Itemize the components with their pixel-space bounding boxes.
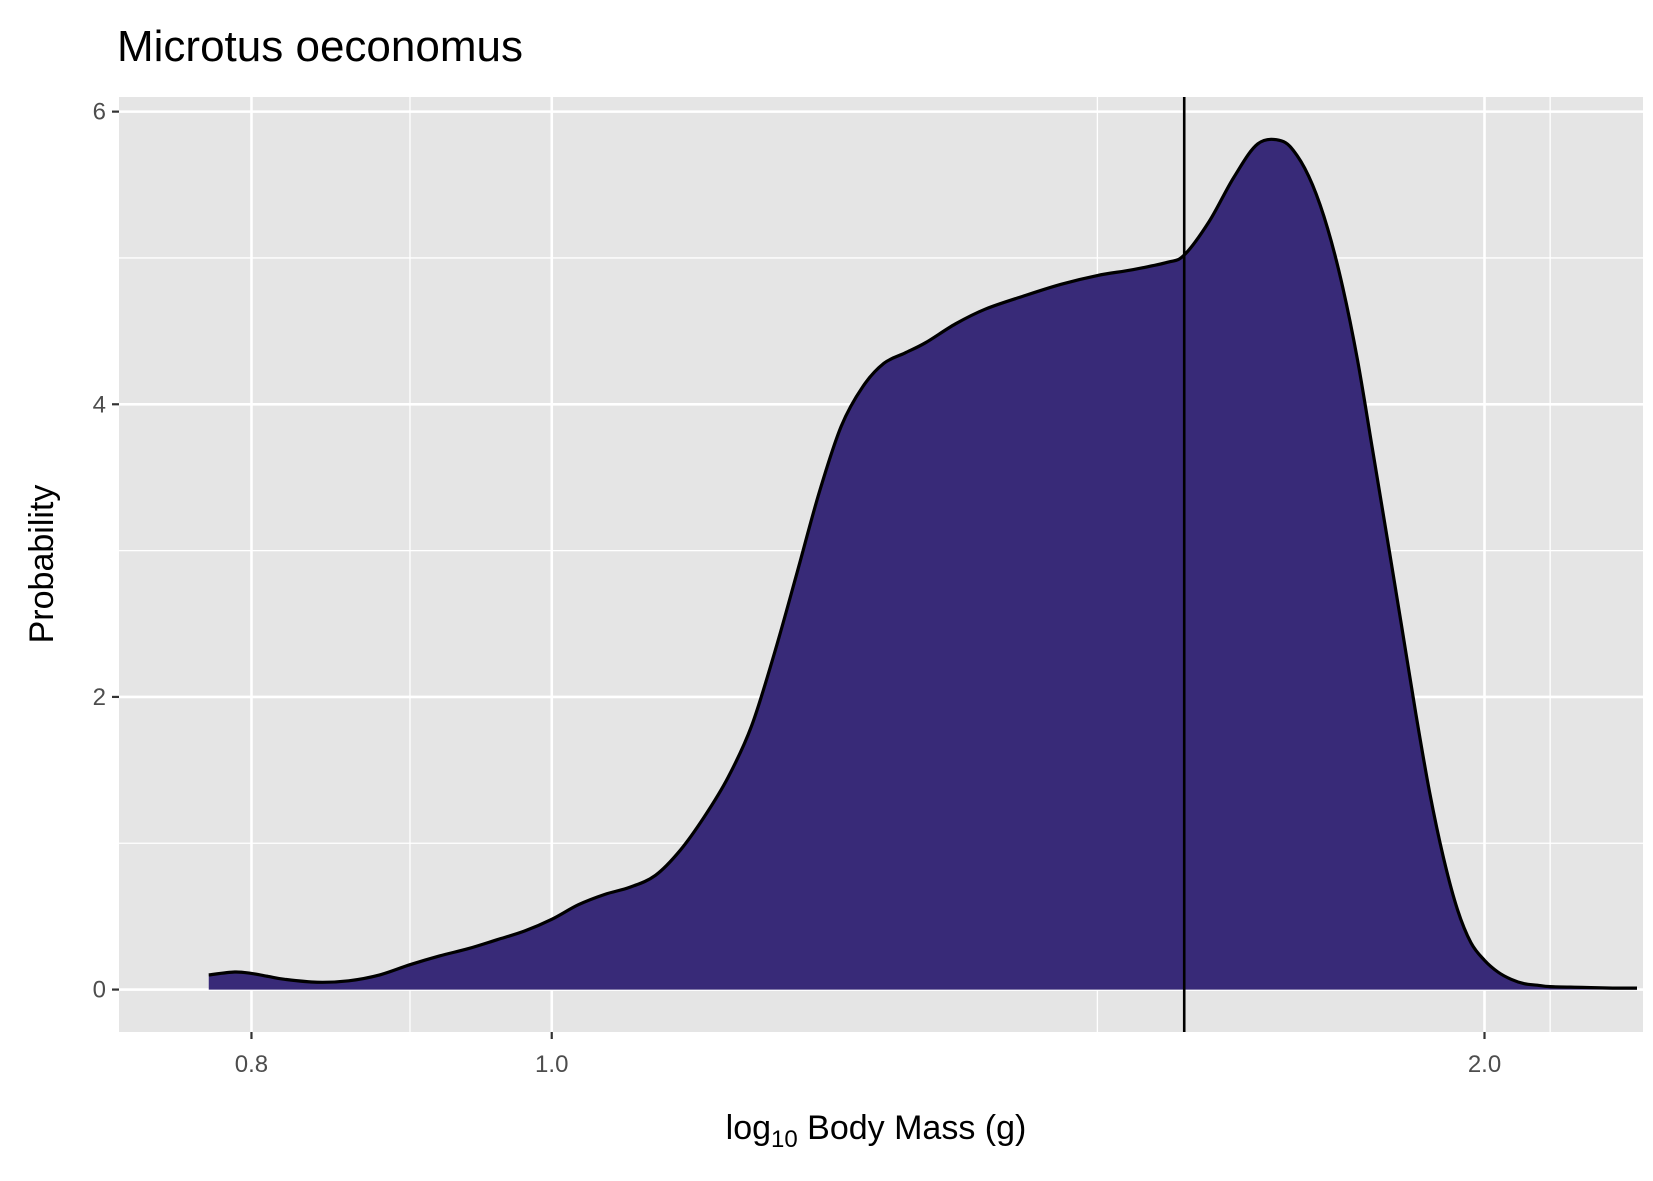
y-tick-label: 4: [93, 391, 106, 418]
density-line: [208, 137, 1638, 990]
y-tick-label: 2: [93, 684, 106, 711]
x-tick-label: 1.0: [535, 1051, 568, 1078]
x-axis-title-rest: Body Mass (g): [798, 1109, 1027, 1147]
y-axis-ticks: 0 2 4 6: [93, 99, 119, 1004]
x-tick-label: 2.0: [1468, 1051, 1501, 1078]
density-area: [208, 139, 1638, 990]
y-axis-title: Probability: [23, 485, 61, 644]
x-axis-title-subscript: 10: [771, 1126, 798, 1153]
x-axis-title: log10 Body Mass (g): [726, 1109, 1027, 1153]
x-axis-ticks: 0.8 1.0 2.0: [235, 1032, 1501, 1078]
y-tick-label: 0: [93, 977, 106, 1004]
x-tick-label: 0.8: [235, 1051, 268, 1078]
y-tick-label: 6: [93, 99, 106, 126]
chart-title: Microtus oeconomus: [117, 22, 523, 71]
x-axis-title-base: log: [726, 1109, 771, 1147]
